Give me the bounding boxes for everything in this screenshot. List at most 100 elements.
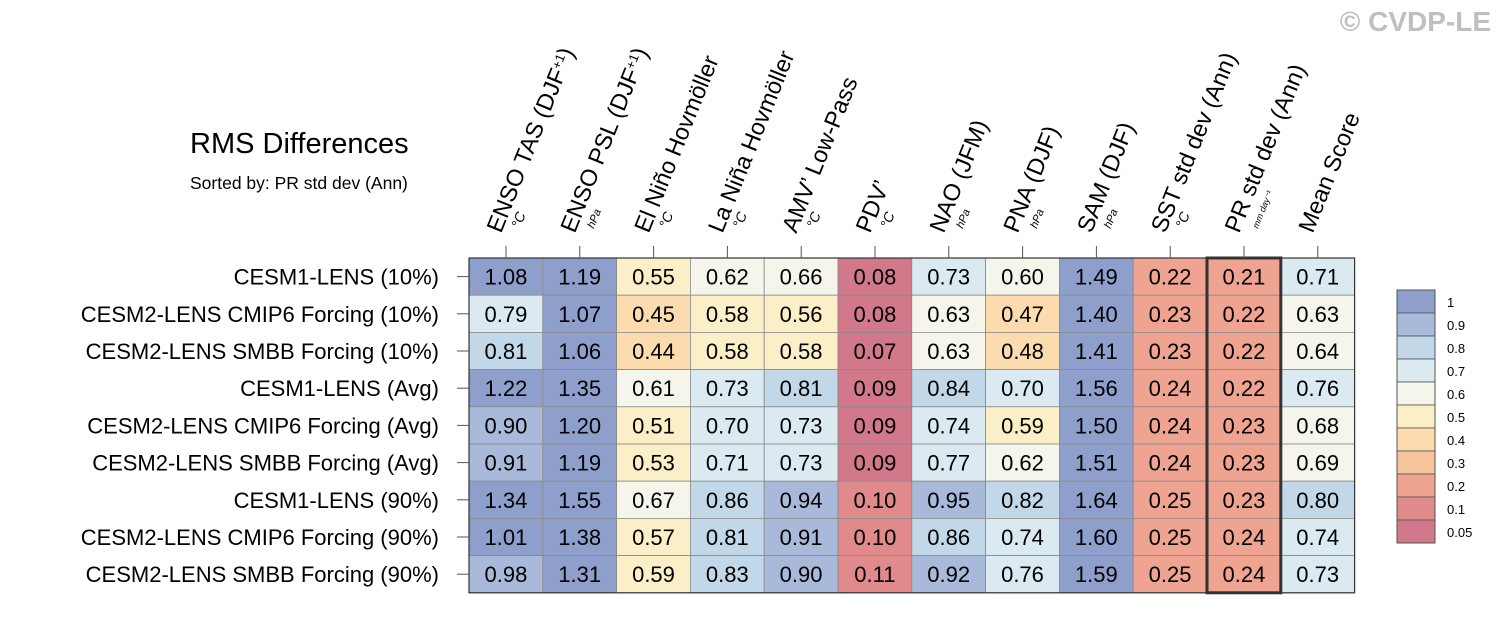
row-label: CESM2-LENS SMBB Forcing (90%) [86,562,439,587]
colorbar-level-label: 0.05 [1447,525,1472,540]
cell-value-label: 0.45 [632,302,675,327]
cell-value-label: 0.22 [1222,302,1265,327]
colorbar-swatch [1396,358,1436,383]
cell-value-label: 0.67 [632,488,675,513]
cell-value-label: 0.23 [1222,488,1265,513]
cell-value-label: 1.31 [558,562,601,587]
column-unit-label: °C [877,209,898,230]
cell-value-label: 0.53 [632,451,675,476]
cell-value-label: 0.74 [1001,525,1044,550]
cell-value-label: 0.95 [927,488,970,513]
cell-value-label: 0.21 [1222,265,1265,290]
heatmap-cell [616,406,691,445]
chart-title: RMS Differences [190,128,409,160]
cell-value-label: 1.56 [1075,376,1118,401]
cell-value-label: 0.08 [853,265,896,290]
cell-value-label: 0.22 [1149,265,1192,290]
heatmap-cell [468,294,544,333]
cell-value-label: 0.11 [854,562,895,587]
watermark: © CVDP-LE [1339,6,1491,37]
cell-value-label: 0.56 [780,302,823,327]
heatmap-cell [468,331,544,370]
cell-value-label: 0.63 [927,339,970,364]
cell-value-label: 0.80 [1296,488,1339,513]
cell-value-label: 0.23 [1222,451,1265,476]
heatmap-cell [542,555,617,594]
heatmap-cell [1059,518,1134,557]
cell-value-label: 0.63 [927,302,970,327]
heatmap-cell [690,369,765,408]
cell-value-label: 1.19 [558,451,601,476]
colorbar-level-label: 0.2 [1447,479,1465,494]
cell-value-label: 0.76 [1001,562,1044,587]
cell-value-label: 1.07 [558,302,601,327]
chart-subtitle: Sorted by: PR std dev (Ann) [190,173,408,193]
heatmap-cell [468,406,544,445]
cell-value-label: 0.94 [780,488,823,513]
cell-value-label: 1.22 [484,376,527,401]
heatmap-cell [837,443,913,482]
cell-value-label: 0.74 [1296,525,1339,550]
cell-value-label: 0.47 [1001,302,1044,327]
cell-value-label: 1.06 [558,339,601,364]
heatmap-cell [1059,257,1134,296]
cell-value-label: 0.90 [780,562,823,587]
cell-value-label: 0.10 [853,525,896,550]
cell-value-label: 0.91 [780,525,823,550]
cell-value-label: 0.59 [1001,413,1044,438]
heatmap-cell [542,294,617,333]
cell-value-label: 0.73 [927,265,970,290]
cell-value-label: 0.73 [1296,562,1339,587]
heatmap-cell [616,294,691,333]
cell-value-label: 0.73 [780,413,823,438]
heatmap-cell [1206,257,1282,296]
cell-value-label: 0.83 [706,562,749,587]
heatmap-cell [763,555,839,594]
heatmap-cell [1059,294,1134,333]
heatmap-cell [911,443,986,482]
heatmap-cell [837,518,913,557]
column-unit-label: °C [656,209,677,230]
heatmap-cell [1280,331,1356,370]
colorbar-level-label: 0.4 [1447,433,1465,448]
colorbar-swatch [1396,335,1436,360]
heatmap-cell [1132,555,1208,594]
cell-value-label: 0.58 [706,339,749,364]
cell-value-label: 1.34 [484,488,527,513]
cell-value-label: 0.23 [1149,339,1192,364]
cell-value-label: 0.71 [706,451,749,476]
cell-value-label: 1.38 [558,525,601,550]
cell-value-label: 0.90 [484,413,527,438]
cell-value-label: 0.25 [1149,525,1192,550]
heatmap-cell [911,406,986,445]
column-unit-label: °C [1172,209,1193,230]
heatmap-cell [837,480,913,519]
heatmap-cell [837,294,913,333]
cell-value-label: 1.64 [1075,488,1118,513]
cell-value-label: 0.86 [927,525,970,550]
heatmap-cell [690,406,765,445]
cell-value-label: 0.76 [1296,376,1339,401]
heatmap-cell [1280,518,1356,557]
heatmap-cell [542,257,617,296]
colorbar-level-label: 0.6 [1447,387,1465,402]
heatmap-cell [690,294,765,333]
colorbar-level-label: 0.9 [1447,318,1465,333]
column-unit-label: °C [803,209,824,230]
heatmap-cell [763,480,839,519]
row-label: CESM1-LENS (90%) [234,488,439,513]
heatmap-cell [1132,406,1208,445]
colorbar-swatch [1396,473,1436,498]
cell-value-label: 1.40 [1075,302,1118,327]
heatmap-cell [1059,331,1134,370]
cell-value-label: 0.62 [1001,451,1044,476]
row-label: CESM2-LENS SMBB Forcing (10%) [86,339,439,364]
cell-value-label: 0.25 [1149,488,1192,513]
heatmap-cell [763,257,839,296]
cell-value-label: 0.63 [1296,302,1339,327]
colorbar-level-label: 0.8 [1447,341,1465,356]
cell-value-label: 0.64 [1296,339,1339,364]
cell-value-label: 0.58 [780,339,823,364]
heatmap-cell [468,443,544,482]
colorbar-swatch [1396,496,1436,521]
